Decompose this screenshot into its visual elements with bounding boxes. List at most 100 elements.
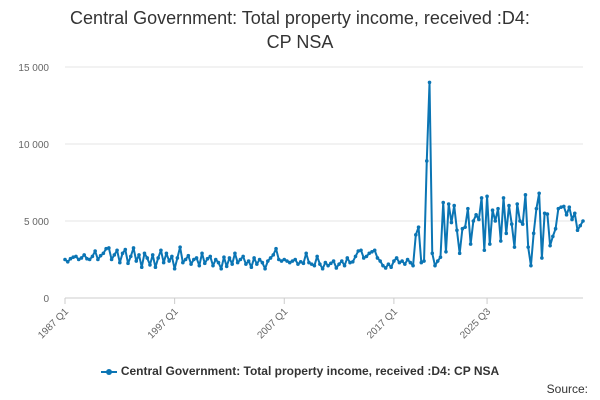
data-point[interactable] <box>345 256 350 260</box>
data-point[interactable] <box>287 260 292 265</box>
data-point[interactable] <box>515 202 520 206</box>
data-point[interactable] <box>167 259 171 263</box>
data-point[interactable] <box>438 255 443 259</box>
data-point[interactable] <box>463 225 467 229</box>
data-point[interactable] <box>186 253 191 258</box>
data-point[interactable] <box>312 263 317 268</box>
data-point[interactable] <box>477 217 481 222</box>
data-point[interactable] <box>553 226 558 231</box>
data-point[interactable] <box>526 245 530 249</box>
data-point[interactable] <box>581 219 585 223</box>
data-point[interactable] <box>304 251 308 256</box>
data-point[interactable] <box>452 203 456 208</box>
data-point[interactable] <box>109 257 114 262</box>
data-point[interactable] <box>520 222 525 226</box>
data-point[interactable] <box>115 248 119 253</box>
data-point[interactable] <box>578 223 583 228</box>
data-point[interactable] <box>479 196 484 200</box>
data-point[interactable] <box>74 254 78 259</box>
data-point[interactable] <box>504 231 509 236</box>
data-point[interactable] <box>235 260 240 265</box>
data-point[interactable] <box>76 257 81 262</box>
data-point[interactable] <box>435 259 440 263</box>
data-point[interactable] <box>104 246 108 251</box>
data-point[interactable] <box>309 262 314 266</box>
data-point[interactable] <box>381 263 385 268</box>
data-point[interactable] <box>457 251 462 256</box>
data-point[interactable] <box>356 249 361 253</box>
data-point[interactable] <box>131 246 136 250</box>
data-point[interactable] <box>213 257 218 262</box>
data-point[interactable] <box>183 257 188 262</box>
data-point[interactable] <box>112 253 117 257</box>
data-point[interactable] <box>161 260 166 265</box>
data-point[interactable] <box>285 259 289 263</box>
data-point[interactable] <box>202 261 207 266</box>
data-point[interactable] <box>238 257 243 262</box>
data-point[interactable] <box>301 261 306 266</box>
data-point[interactable] <box>96 257 100 262</box>
data-point[interactable] <box>263 266 267 271</box>
data-point[interactable] <box>564 213 569 217</box>
legend[interactable]: Central Government: Total property incom… <box>0 364 600 378</box>
data-point[interactable] <box>79 256 84 260</box>
data-point[interactable] <box>85 256 89 261</box>
data-point[interactable] <box>375 256 380 260</box>
data-point[interactable] <box>403 262 407 266</box>
data-point[interactable] <box>531 231 536 236</box>
data-point[interactable] <box>559 205 563 209</box>
data-point[interactable] <box>485 194 489 199</box>
data-point[interactable] <box>340 259 344 263</box>
data-point[interactable] <box>293 257 298 262</box>
data-point[interactable] <box>219 266 224 271</box>
data-point[interactable] <box>260 260 265 265</box>
data-point[interactable] <box>334 266 339 270</box>
data-point[interactable] <box>353 254 358 259</box>
data-point[interactable] <box>449 220 454 225</box>
data-point[interactable] <box>93 249 97 253</box>
data-point[interactable] <box>194 256 199 260</box>
data-point[interactable] <box>551 234 555 239</box>
data-point[interactable] <box>471 219 476 223</box>
data-point[interactable] <box>126 261 130 266</box>
data-point[interactable] <box>466 206 470 211</box>
data-point[interactable] <box>337 262 341 266</box>
data-point[interactable] <box>372 248 377 253</box>
data-point[interactable] <box>296 262 300 266</box>
data-point[interactable] <box>90 254 95 259</box>
data-point[interactable] <box>359 248 363 253</box>
data-point[interactable] <box>189 262 193 266</box>
data-point[interactable] <box>548 243 552 248</box>
data-point[interactable] <box>570 217 574 222</box>
data-point[interactable] <box>392 259 396 263</box>
data-point[interactable] <box>367 251 372 256</box>
data-point[interactable] <box>268 256 273 260</box>
data-point[interactable] <box>65 260 70 264</box>
data-point[interactable] <box>216 260 221 265</box>
data-point[interactable] <box>394 256 399 260</box>
data-point[interactable] <box>567 205 572 209</box>
data-point[interactable] <box>400 259 404 263</box>
data-point[interactable] <box>342 263 347 268</box>
data-point[interactable] <box>82 253 86 257</box>
data-point[interactable] <box>68 256 73 261</box>
data-point[interactable] <box>389 265 393 270</box>
data-point[interactable] <box>249 265 254 270</box>
data-point[interactable] <box>501 196 506 200</box>
data-point[interactable] <box>271 253 276 257</box>
data-point[interactable] <box>482 248 487 253</box>
data-point[interactable] <box>446 202 451 206</box>
data-point[interactable] <box>145 256 150 260</box>
data-point[interactable] <box>386 262 391 266</box>
data-point[interactable] <box>397 260 402 265</box>
data-point[interactable] <box>518 219 522 223</box>
data-point[interactable] <box>224 264 229 269</box>
data-point[interactable] <box>164 251 169 256</box>
data-point[interactable] <box>266 259 270 263</box>
data-point[interactable] <box>282 257 287 262</box>
data-point[interactable] <box>562 204 566 209</box>
data-point[interactable] <box>175 256 180 260</box>
series-line[interactable] <box>64 81 584 270</box>
data-point[interactable] <box>411 263 415 268</box>
data-point[interactable] <box>378 259 382 263</box>
